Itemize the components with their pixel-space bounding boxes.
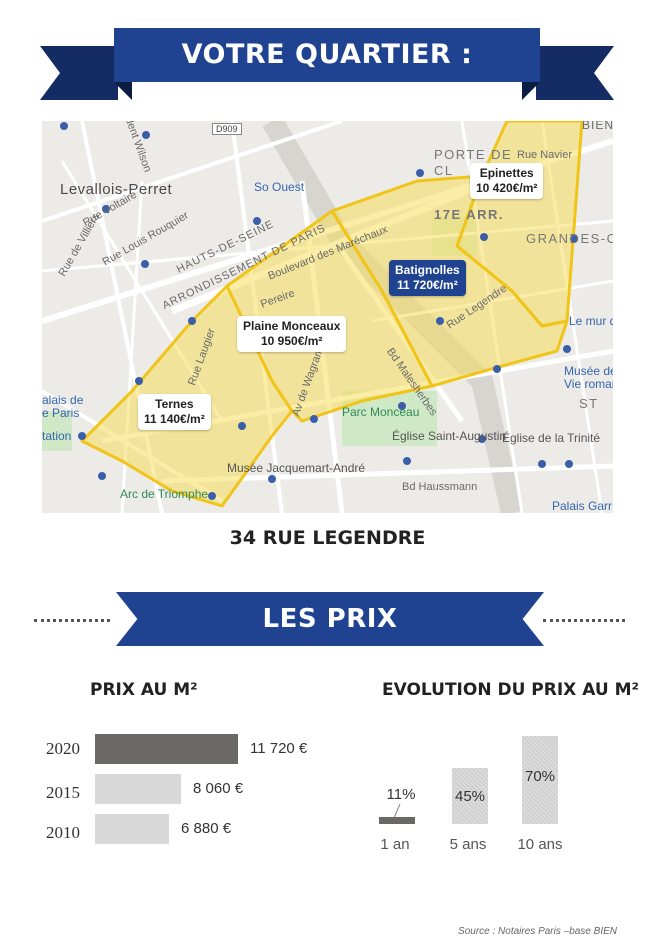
map-label-clichy: CL [434, 163, 454, 178]
source-note: Source : Notaires Paris –base BIEN [458, 926, 617, 937]
price-value-2015: 8 060 € [193, 780, 244, 797]
map-label-rue-navier: Rue Navier [517, 149, 573, 161]
evolution-period-5ans: 5 ans [449, 836, 487, 853]
metro-stations [60, 122, 578, 500]
map-label-bien: BIEN [582, 121, 613, 132]
dotted-line-left [34, 619, 110, 622]
evolution-period-1an: 1 an [380, 836, 410, 853]
title-ribbon: VOTRE QUARTIER : BATIGNOLLES [40, 28, 614, 124]
callout-ternes-name: Ternes [155, 397, 194, 411]
price-value-2020: 11 720 € [250, 740, 308, 757]
price-value-2010: 6 880 € [181, 820, 232, 837]
map-label-palais-1: alais de [42, 393, 84, 407]
address-label: 34 RUE LEGENDRE [229, 527, 426, 549]
map-label-mur: Le mur d [569, 314, 613, 328]
map-label-porte-de: PORTE DE [434, 147, 513, 162]
price-per-m2-heading: PRIX AU M² [90, 680, 198, 700]
ribbon-fold-right [522, 82, 540, 100]
price-bar-2015 [95, 774, 181, 804]
map-label-palais-2: e Paris [42, 406, 80, 420]
page-title: VOTRE QUARTIER : BATIGNOLLES [114, 28, 540, 124]
section-ribbon: LES PRIX [0, 592, 655, 648]
map-label-palais-garnier: Palais Garr [552, 499, 613, 513]
neighborhood-map[interactable]: Levallois-Perret So Ouest HAUTS-DE-SEINE… [42, 121, 613, 513]
map-label-so-ouest: So Ouest [254, 180, 305, 194]
map-label-st: ST [579, 396, 599, 411]
callout-batignolles-price: 11 720€/m² [396, 278, 458, 292]
map-label-bd-haussmann: Bd Haussmann [402, 481, 478, 493]
map-label-17e-arr: 17E ARR. [434, 207, 505, 222]
evolution-pct-10ans: 70% [524, 768, 556, 785]
year-label-2010: 2010 [46, 823, 80, 842]
map-road-tag-d909: D909 [212, 123, 242, 135]
section-title: LES PRIX [116, 592, 544, 646]
map-label-grandes-carrieres: GRANDES-C [526, 231, 613, 246]
callout-monceau-name: Plaine Monceaux [243, 319, 341, 333]
callout-epinettes[interactable]: Epinettes 10 420€/m² [470, 163, 544, 199]
evolution-pct-1an: 11% [386, 786, 416, 803]
callout-monceau-price: 10 950€/m² [260, 334, 323, 348]
price-bar-2020 [95, 734, 238, 764]
callout-batignolles[interactable]: Batignolles 11 720€/m² [389, 260, 466, 296]
evolution-leader-line [393, 803, 401, 819]
callout-monceau[interactable]: Plaine Monceaux 10 950€/m² [237, 316, 347, 352]
evolution-heading: EVOLUTION DU PRIX AU M² [382, 680, 639, 700]
ribbon-fold-left [114, 82, 132, 100]
map-label-arc-de-triomphe: Arc de Triomphe [120, 487, 209, 501]
dotted-line-right [543, 619, 625, 622]
ribbon-tail-right [536, 46, 614, 100]
map-label-station: tation [42, 429, 72, 443]
evolution-bar-10ans [522, 736, 558, 824]
map-label-parc-monceau: Parc Monceau [342, 405, 420, 419]
callout-ternes[interactable]: Ternes 11 140€/m² [138, 394, 211, 430]
year-label-2020: 2020 [46, 739, 80, 758]
ribbon-tail-left [40, 46, 118, 100]
callout-epinettes-price: 10 420€/m² [476, 181, 538, 195]
map-label-saint-augustin: Église Saint-Augustin [392, 429, 507, 443]
callout-epinettes-name: Epinettes [479, 166, 534, 180]
map-label-musee-2: Vie romantique [564, 377, 613, 391]
year-label-2015: 2015 [46, 783, 80, 802]
callout-batignolles-name: Batignolles [395, 263, 460, 277]
callout-ternes-price: 11 140€/m² [144, 412, 205, 426]
map-label-musee-1: Musée de l [564, 364, 613, 378]
evolution-pct-5ans: 45% [454, 788, 486, 805]
map-label-levallois: Levallois-Perret [60, 181, 173, 198]
park-west-area [42, 411, 72, 451]
price-bar-2010 [95, 814, 169, 844]
map-label-trinite: Église de la Trinité [502, 431, 601, 445]
evolution-bar-5ans [452, 768, 488, 824]
evolution-bar-1an [379, 817, 415, 824]
evolution-period-10ans: 10 ans [517, 836, 563, 853]
map-label-jacquemart: Musée Jacquemart-André [227, 461, 366, 475]
